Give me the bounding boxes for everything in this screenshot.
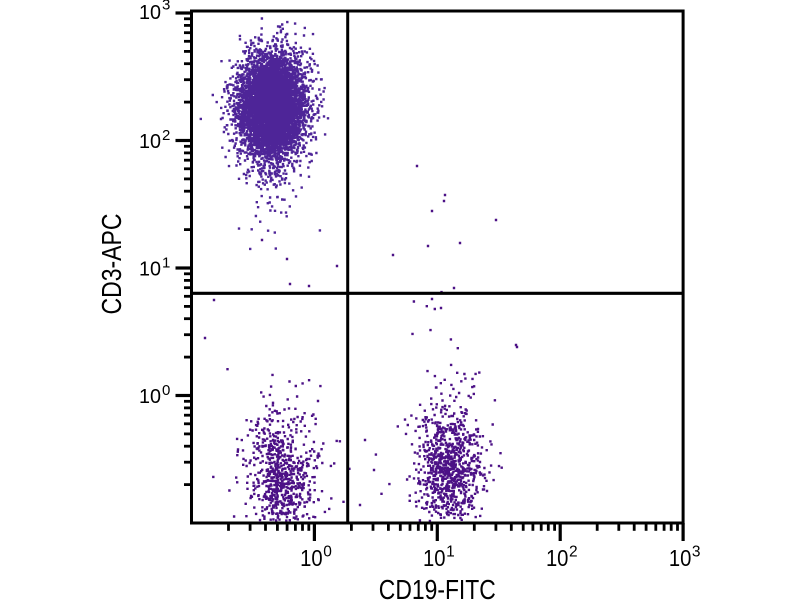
svg-text:10: 10 [300,545,323,571]
svg-text:CD3-APC: CD3-APC [96,214,127,315]
svg-text:1: 1 [162,255,170,272]
svg-text:3: 3 [692,543,701,560]
svg-text:0: 0 [162,382,170,399]
svg-text:10: 10 [546,545,569,571]
svg-text:1: 1 [446,543,455,560]
svg-text:10: 10 [423,545,446,571]
svg-text:10: 10 [139,386,161,408]
svg-text:2: 2 [569,543,578,560]
svg-text:10: 10 [139,131,161,153]
svg-text:3: 3 [162,0,170,14]
svg-text:2: 2 [162,127,170,144]
svg-text:CD19-FITC: CD19-FITC [379,574,496,600]
svg-text:10: 10 [139,2,161,24]
svg-text:10: 10 [139,259,161,281]
svg-text:0: 0 [323,543,332,560]
svg-text:10: 10 [669,545,692,571]
